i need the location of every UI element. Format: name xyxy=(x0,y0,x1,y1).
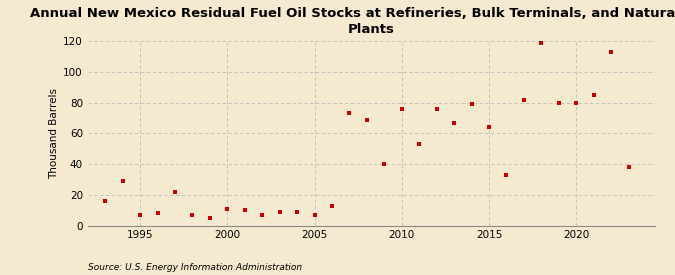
Point xyxy=(344,111,355,116)
Point xyxy=(623,165,634,169)
Point xyxy=(431,107,442,111)
Point xyxy=(362,117,373,122)
Point xyxy=(396,107,407,111)
Point xyxy=(309,213,320,217)
Point xyxy=(379,162,389,166)
Point xyxy=(256,213,267,217)
Point xyxy=(169,189,180,194)
Text: Source: U.S. Energy Information Administration: Source: U.S. Energy Information Administ… xyxy=(88,263,302,272)
Point xyxy=(536,41,547,45)
Point xyxy=(292,210,302,214)
Point xyxy=(117,179,128,183)
Point xyxy=(518,97,529,102)
Point xyxy=(449,120,460,125)
Point xyxy=(222,207,233,211)
Point xyxy=(571,100,582,105)
Point xyxy=(205,216,215,220)
Point xyxy=(501,173,512,177)
Point xyxy=(466,102,477,106)
Point xyxy=(327,203,338,208)
Title: Annual New Mexico Residual Fuel Oil Stocks at Refineries, Bulk Terminals, and Na: Annual New Mexico Residual Fuel Oil Stoc… xyxy=(30,7,675,36)
Point xyxy=(274,210,285,214)
Point xyxy=(589,93,599,97)
Y-axis label: Thousand Barrels: Thousand Barrels xyxy=(49,88,59,179)
Point xyxy=(240,208,250,212)
Point xyxy=(152,211,163,215)
Point xyxy=(187,213,198,217)
Point xyxy=(483,125,494,130)
Point xyxy=(414,142,425,146)
Point xyxy=(100,199,111,203)
Point xyxy=(135,213,146,217)
Point xyxy=(605,50,616,54)
Point xyxy=(554,100,564,105)
